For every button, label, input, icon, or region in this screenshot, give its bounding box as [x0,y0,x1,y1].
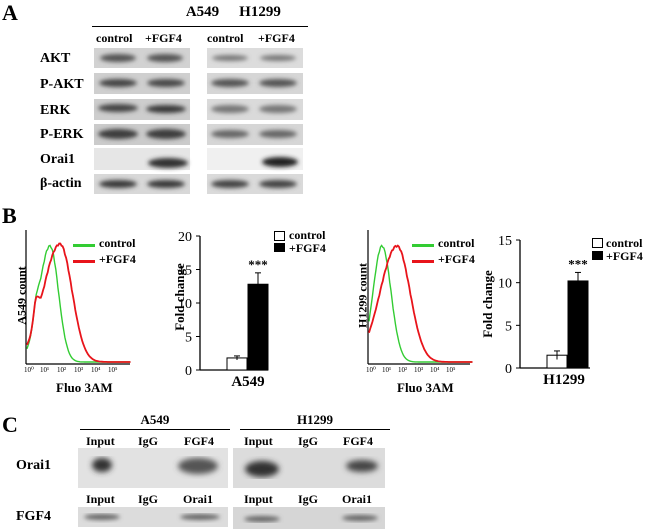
bar-a549-ytick-4: 20 [178,230,192,245]
c-ip-lane-igg-h1299: IgG [298,434,319,448]
bar-a549-ytick-0: 0 [185,364,192,379]
hist-a549-xtick-3: 10³ [74,366,84,374]
c-blot-lane-orai1-a549: Orai1 [183,492,213,506]
bar-a549-ytick-1: 5 [185,331,192,346]
a-h1299-fgf4: +FGF4 [258,31,295,45]
bar-h1299-ytick-2: 10 [498,277,512,292]
c-blot-lane-input-h1299: Input [244,492,273,506]
hist-h1299-fgf4-curve [368,244,473,363]
hist-h1299-xlabel: Fluo 3AM [397,380,454,395]
bar-h1299-legend-control: control [606,236,643,250]
c-blot-fgf4 [78,507,385,529]
bar-h1299-sig: *** [568,256,588,271]
bar-h1299-legend-fgf4: +FGF4 [606,249,643,263]
c-ip-lane-igg-a549: IgG [138,434,159,448]
a-row-beta-actin: β-actin [40,176,82,191]
a-header-a549: A549 [185,4,220,20]
hist-a549-xlabel: Fluo 3AM [56,380,113,395]
c-row-fgf4: FGF4 [16,509,51,524]
panel-b-letter: B [2,203,17,228]
hist-a549-fgf4-curve [26,242,131,363]
a-row-erk: ERK [40,103,71,118]
bar-h1299-ytick-3: 15 [498,234,512,249]
c-header-a549-rule [80,429,230,430]
bar-h1299-title: H1299 [543,372,585,388]
hist-a549-legend-fgf4: +FGF4 [99,252,136,266]
a-a549-control: control [96,31,133,45]
c-blot-orai1 [78,448,385,488]
c-ip-lane-input-a549: Input [86,434,115,448]
bar-h1299-legend-control-swatch [592,238,603,248]
hist-h1299-axes [367,230,470,365]
bar-a549-ytick-2: 10 [178,297,192,312]
c-ip-lane-fgf4-a549: FGF4 [184,434,214,448]
hist-a549-xtick-2: 10² [57,366,67,374]
c-blot-lane-igg-a549: IgG [138,492,159,506]
a-header-h1299: H1299 [239,4,281,20]
hist-a549-xtick-1: 10¹ [40,366,50,374]
hist-a549-axes [25,230,130,365]
a-row-p-erk: P-ERK [40,127,84,142]
bar-a549-legend-fgf4-swatch [274,243,285,252]
hist-h1299-xtick-2: 10² [398,366,408,374]
bar-h1299-bar-1 [567,280,589,369]
hist-h1299-legend-fgf4-swatch [412,260,434,263]
a-blot-h1299 [207,48,303,194]
bar-a549-legend-control-swatch [274,231,285,241]
bar-a549-bar-1 [247,283,269,371]
c-blot-lane-input-a549: Input [86,492,115,506]
bar-a549-sig: *** [248,257,268,272]
c-blot-lane-igg-h1299: IgG [298,492,319,506]
a-row-p-akt: P-AKT [40,77,84,92]
panel-c-letter: C [2,412,18,437]
hist-h1299-xtick-0: 10⁰ [366,366,376,374]
hist-a549-xtick-4: 10⁴ [91,366,101,374]
hist-a549-legend-control-swatch [73,244,95,247]
c-row-orai1: Orai1 [16,458,51,473]
a-blot-a549 [94,48,190,194]
hist-h1299-xtick-4: 10⁴ [430,366,440,374]
a-row-akt: AKT [40,51,71,66]
bar-a549-ylabel: Fold change [172,263,187,331]
hist-a549-legend-control: control [99,236,136,250]
hist-a549-ylabel: A549 count [14,266,29,325]
bar-h1299-ytick-1: 5 [505,319,512,334]
c-ip-lane-input-h1299: Input [244,434,273,448]
hist-h1299-legend-fgf4: +FGF4 [438,252,475,266]
a-h1299-control: control [207,31,244,45]
a-header-a549-rule [92,26,305,27]
c-header-a549: A549 [140,412,170,427]
hist-h1299-xtick-5: 10⁵ [446,366,456,374]
bar-a549-title: A549 [231,374,265,390]
hist-a549-xtick-0: 10⁰ [24,366,34,374]
hist-h1299-ylabel: H1299 count [355,263,370,329]
c-blot-lane-orai1-h1299: Orai1 [342,492,372,506]
c-header-h1299: H1299 [296,412,334,427]
bar-h1299-ytick-0: 0 [505,362,512,377]
bar-h1299-ylabel: Fold change [480,270,495,338]
a-a549-fgf4: +FGF4 [145,31,182,45]
bar-a549-ytick-3: 15 [178,264,192,279]
bar-a549-legend-fgf4: +FGF4 [289,241,326,255]
hist-h1299-xtick-1: 10¹ [382,366,392,374]
bar-a549-legend-control: control [289,228,326,242]
a-row-orai1: Orai1 [40,152,75,167]
hist-h1299-legend-control-swatch [412,244,434,247]
c-header-h1299-rule [240,429,390,430]
hist-h1299-xtick-3: 10³ [414,366,424,374]
a-header-h1299-rule [208,26,308,27]
hist-a549-xtick-5: 10⁵ [108,366,118,374]
panel-a-letter: A [2,0,18,25]
hist-a549-legend-fgf4-swatch [73,260,95,263]
c-ip-lane-fgf4-h1299: FGF4 [343,434,373,448]
hist-h1299-legend-control: control [438,236,475,250]
bar-h1299-legend-fgf4-swatch [592,251,603,260]
